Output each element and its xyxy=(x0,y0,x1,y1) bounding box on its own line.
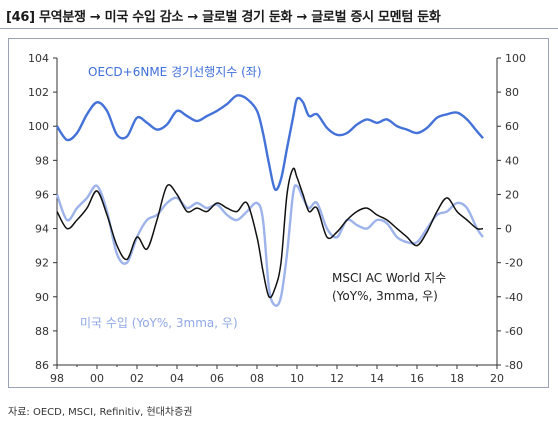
x-tick-label: 10 xyxy=(290,372,304,385)
oecd-annotation: OECD+6NME 경기선행지수 (좌) xyxy=(88,64,262,79)
chart-frame xyxy=(8,38,549,388)
left-tick-label: 96 xyxy=(35,188,49,201)
x-tick-label: 98 xyxy=(50,372,64,385)
x-tick-label: 18 xyxy=(450,372,464,385)
us-imports-line xyxy=(55,184,484,307)
x-tick-label: 06 xyxy=(210,372,224,385)
msci-annotation-line2: (YoY%, 3mma, 우) xyxy=(332,289,438,303)
right-tick-label: 80 xyxy=(505,86,519,99)
x-tick-label: 20 xyxy=(490,372,504,385)
left-tick-label: 88 xyxy=(35,325,49,338)
left-tick-label: 104 xyxy=(28,52,49,65)
x-tick-label: 16 xyxy=(410,372,424,385)
right-tick-label: 40 xyxy=(505,154,519,167)
chart-title: [46] 무역분쟁 → 미국 수입 감소 → 글로벌 경기 둔화 → 글로벌 증… xyxy=(6,10,441,25)
left-tick-label: 86 xyxy=(35,359,49,372)
right-tick-label: -80 xyxy=(505,359,523,372)
left-tick-label: 92 xyxy=(35,257,49,270)
left-tick-label: 90 xyxy=(35,291,49,304)
right-tick-label: 100 xyxy=(505,52,526,65)
x-tick-label: 14 xyxy=(370,372,384,385)
left-tick-label: 94 xyxy=(35,223,49,236)
x-tick-label: 00 xyxy=(90,372,104,385)
imports-annotation: 미국 수입 (YoY%, 3mma, 우) xyxy=(80,316,238,330)
msci-acwi-line xyxy=(56,167,484,299)
source-note: 자료: OECD, MSCI, Refinitiv, 현대차증권 xyxy=(8,407,193,418)
right-tick-label: 60 xyxy=(505,120,519,133)
right-tick-label: -40 xyxy=(505,291,523,304)
left-tick-label: 102 xyxy=(28,86,49,99)
x-tick-label: 08 xyxy=(250,372,264,385)
x-tick-label: 02 xyxy=(130,372,144,385)
msci-annotation-line1: MSCI AC World 지수 xyxy=(332,271,446,285)
right-tick-label: 0 xyxy=(505,223,512,236)
x-tick-label: 04 xyxy=(170,372,184,385)
left-tick-label: 100 xyxy=(28,120,49,133)
x-tick-label: 12 xyxy=(330,372,344,385)
series-layer xyxy=(55,94,484,307)
left-tick-label: 98 xyxy=(35,154,49,167)
right-tick-label: 20 xyxy=(505,188,519,201)
axes-layer: 86889092949698100102104-80-60-40-2002040… xyxy=(28,52,526,385)
title-divider xyxy=(0,28,558,29)
oecd-cli-line xyxy=(55,94,484,192)
right-tick-label: -20 xyxy=(505,257,523,270)
right-tick-label: -60 xyxy=(505,325,523,338)
line-chart: 86889092949698100102104-80-60-40-2002040… xyxy=(28,52,526,385)
